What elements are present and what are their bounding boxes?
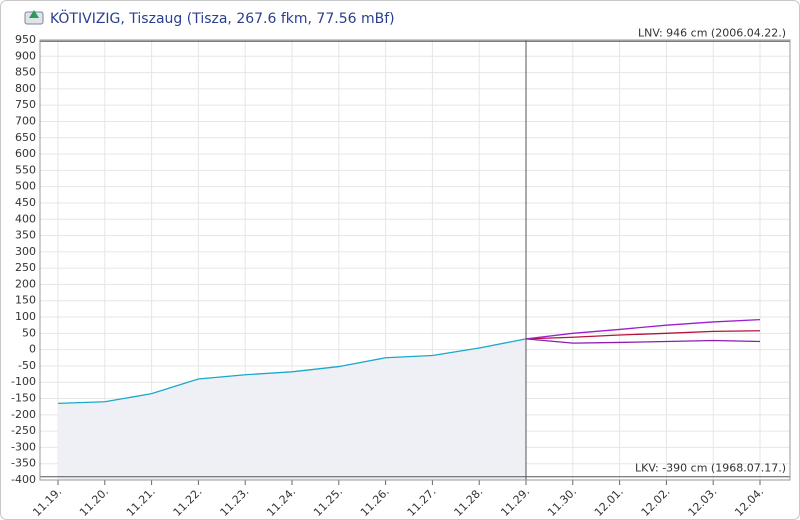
plot-border [39, 39, 791, 481]
y-tick-label: 550 [15, 163, 36, 176]
y-tick-label: -400 [11, 473, 36, 486]
logo [24, 10, 44, 25]
y-tick-label: -300 [11, 440, 36, 453]
y-tick-label: 50 [22, 326, 36, 339]
y-tick-label: 100 [15, 310, 36, 323]
y-tick-label: 800 [15, 82, 36, 95]
y-tick-label: 200 [15, 277, 36, 290]
y-tick-label: 900 [15, 49, 36, 62]
y-tick-label: 650 [15, 131, 36, 144]
line [525, 318, 761, 340]
chart-title: KÖTIVIZIG, Tiszaug (Tisza, 267.6 fkm, 77… [50, 9, 395, 27]
line [525, 338, 761, 344]
y-tick-label: 150 [15, 294, 36, 307]
y-tick-label: -150 [11, 392, 36, 405]
y-tick-label: 700 [15, 114, 36, 127]
y-tick-label: 250 [15, 261, 36, 274]
y-tick-label: 450 [15, 196, 36, 209]
y-tick-label: -100 [11, 375, 36, 388]
y-tick-label: -200 [11, 408, 36, 421]
y-tick-label: -50 [18, 359, 36, 372]
y-tick-label: 350 [15, 229, 36, 242]
reference-label: LKV: -390 cm (1968.07.17.) [635, 462, 786, 475]
y-tick-label: 850 [15, 66, 36, 79]
y-tick-label: 300 [15, 245, 36, 258]
y-tick-label: -250 [11, 424, 36, 437]
y-tick-label: 500 [15, 180, 36, 193]
y-tick-label: 750 [15, 98, 36, 111]
y-tick-label: -350 [11, 457, 36, 470]
y-tick-label: 400 [15, 212, 36, 225]
line [525, 330, 761, 340]
reference-label: LNV: 946 cm (2006.04.22.) [638, 26, 786, 39]
area [58, 338, 526, 480]
line [57, 338, 527, 405]
y-tick-label: 0 [29, 343, 36, 356]
y-tick-label: 600 [15, 147, 36, 160]
y-tick-label: 950 [15, 33, 36, 46]
